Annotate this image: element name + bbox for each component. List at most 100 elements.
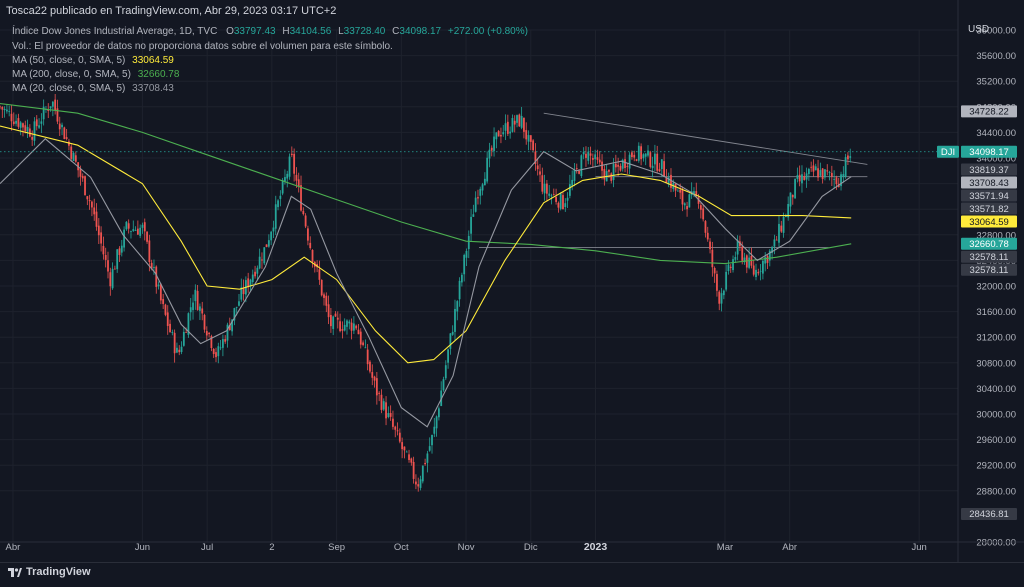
price-label-box xyxy=(961,237,1017,250)
price-label: 32578.11 xyxy=(970,252,1009,263)
candle-body xyxy=(332,316,335,329)
candle-body xyxy=(219,347,222,349)
candle-body xyxy=(819,170,822,176)
candle-body xyxy=(500,134,502,137)
candle-body xyxy=(559,193,562,209)
candle-body xyxy=(97,225,100,236)
candles xyxy=(0,94,852,492)
currency-label: USD xyxy=(968,24,990,35)
candle-body xyxy=(357,329,360,335)
candle-body xyxy=(403,446,406,451)
candle-body xyxy=(470,216,472,234)
price-label-box xyxy=(961,163,1017,176)
candle-body xyxy=(329,314,332,327)
candle-body xyxy=(79,168,82,177)
candle-body xyxy=(387,413,390,418)
low-value: 33728.40 xyxy=(343,26,386,37)
candle-body xyxy=(840,174,842,187)
candle-body xyxy=(644,153,647,157)
candle-body xyxy=(19,122,22,128)
candle-body xyxy=(196,290,199,311)
price-label: 33571.82 xyxy=(969,204,1009,215)
candle-body xyxy=(334,313,337,317)
candle-body xyxy=(47,109,50,111)
price-label: 34728.22 xyxy=(969,107,1009,118)
candle-body xyxy=(424,462,427,465)
candle-body xyxy=(3,108,6,111)
candle-body xyxy=(221,339,224,348)
candle-body xyxy=(828,172,831,173)
candle-body xyxy=(778,223,780,243)
candle-body xyxy=(164,304,167,315)
candle-body xyxy=(541,175,544,192)
ma200-label: MA (200, close, 0, SMA, 5) xyxy=(12,69,131,80)
candle-body xyxy=(444,365,447,379)
candle-body xyxy=(654,153,656,165)
candle-body xyxy=(472,214,475,217)
candle-body xyxy=(8,111,11,113)
price-label: 32578.11 xyxy=(970,265,1009,276)
candle-body xyxy=(323,294,325,298)
candle-body xyxy=(325,295,328,306)
ma50-legend[interactable]: MA (50, close, 0, SMA, 5) 33064.59 xyxy=(12,55,174,66)
candle-body xyxy=(136,228,139,235)
candle-body xyxy=(727,264,730,272)
candle-body xyxy=(817,168,819,178)
candle-body xyxy=(766,255,769,263)
candle-body xyxy=(543,183,546,194)
candle-body xyxy=(656,153,659,171)
price-label-box xyxy=(961,250,1017,263)
y-tick-label: 29600.00 xyxy=(976,435,1016,446)
ma20-legend[interactable]: MA (20, close, 0, SMA, 5) 33708.43 xyxy=(12,83,174,94)
candle-body xyxy=(401,442,404,450)
price-label-box xyxy=(961,263,1017,276)
y-tick-label: 32000.00 xyxy=(976,282,1016,293)
candle-body xyxy=(826,170,829,172)
candle-body xyxy=(68,141,70,146)
candle-body xyxy=(755,269,757,277)
candle-body xyxy=(683,203,686,206)
candle-body xyxy=(555,196,557,202)
candle-body xyxy=(787,203,790,218)
candle-body xyxy=(199,306,201,311)
candle-body xyxy=(148,240,151,263)
candle-body xyxy=(552,194,555,196)
symbol-legend[interactable]: Índice Dow Jones Industrial Average, 1D,… xyxy=(12,26,528,37)
candle-body xyxy=(226,324,229,341)
candle-body xyxy=(318,269,321,280)
candle-body xyxy=(520,115,523,128)
candle-body xyxy=(127,223,130,229)
open-label: O xyxy=(226,26,234,37)
candle-body xyxy=(187,313,190,335)
candle-body xyxy=(773,239,776,247)
candle-body xyxy=(454,308,456,332)
candle-body xyxy=(435,416,438,429)
x-tick-label: Oct xyxy=(394,542,409,553)
candle-body xyxy=(242,288,245,295)
candle-body xyxy=(369,361,371,372)
candle-body xyxy=(805,173,808,180)
candle-body xyxy=(378,392,381,394)
candle-body xyxy=(732,259,734,271)
y-tick-label: 29200.00 xyxy=(976,461,1016,472)
price-label: 33571.94 xyxy=(969,191,1009,202)
candle-body xyxy=(647,150,649,156)
ma200-legend[interactable]: MA (200, close, 0, SMA, 5) 32660.78 xyxy=(12,69,179,80)
candle-body xyxy=(371,372,374,378)
candle-body xyxy=(238,301,240,306)
candle-body xyxy=(51,101,54,107)
candle-body xyxy=(729,266,732,268)
price-label-box xyxy=(961,145,1017,158)
candle-body xyxy=(665,177,668,183)
candle-body xyxy=(465,250,468,258)
candle-body xyxy=(17,118,20,127)
candle-body xyxy=(706,232,709,240)
candle-body xyxy=(463,254,466,275)
x-tick-label: Dic xyxy=(524,542,538,553)
candle-body xyxy=(233,308,236,321)
candle-body xyxy=(104,254,107,260)
candle-body xyxy=(573,169,576,181)
candle-body xyxy=(803,176,806,180)
